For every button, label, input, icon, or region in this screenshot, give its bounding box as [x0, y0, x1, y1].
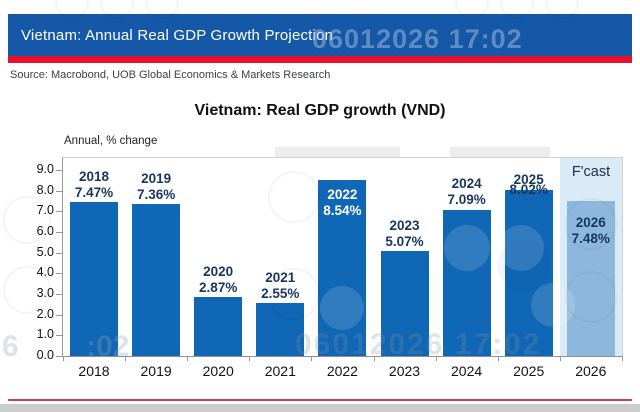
- bar-value-label: 2026 7.48%: [571, 215, 610, 247]
- y-tick-mark: [56, 190, 62, 192]
- report-header-title: Vietnam: Annual Real GDP Growth Projecti…: [21, 26, 334, 44]
- y-tick-mark: [56, 232, 62, 233]
- x-tick-mark: [311, 356, 312, 361]
- bar-value-label: 2019 7.36%: [136, 170, 176, 202]
- y-tick-label: 0.0: [36, 348, 54, 362]
- bar-2018: [70, 201, 118, 356]
- y-tick-label: 6.0: [36, 224, 54, 238]
- x-tick-mark: [187, 356, 188, 361]
- x-tick-label: 2024: [451, 363, 483, 379]
- plot-area: F'cast 9.0 8.0 7.0 6.0 5.0 4.0 3.0 2.0 1.0 0.0 201…: [37, 157, 623, 379]
- y-tick-label: 5.0: [36, 244, 54, 259]
- x-tick-mark: [249, 356, 250, 361]
- y-tick-label: 9.0: [36, 162, 54, 176]
- bottom-gray-strip: [0, 404, 640, 412]
- bar-2020: [194, 296, 243, 356]
- bar-value-label: 2018 7.47%: [74, 168, 114, 200]
- x-tick-mark: [436, 356, 437, 361]
- y-tick-mark: [56, 314, 62, 316]
- watermark-strip: [275, 147, 400, 157]
- x-tick-mark: [374, 356, 375, 361]
- bar-value-label: 2023 5.07%: [385, 218, 424, 250]
- y-tick-label: 3.0: [36, 286, 54, 300]
- bar-2021: [256, 303, 305, 356]
- bar-value-label: 2020 2.87%: [199, 263, 238, 295]
- y-tick-mark: [56, 170, 62, 171]
- y-tick-mark: [56, 252, 62, 254]
- x-tick-mark: [622, 356, 623, 361]
- x-tick-mark: [63, 356, 64, 361]
- x-tick-label: 2026: [575, 363, 607, 379]
- y-tick-label: 4.0: [36, 265, 54, 280]
- y-tick-label: 7.0: [36, 203, 54, 218]
- report-header-bar: Vietnam: Annual Real GDP Growth Projecti…: [8, 14, 632, 56]
- header-red-stripe: [8, 56, 632, 63]
- bar-year-label: 2025: [513, 172, 544, 188]
- bar-2022: [318, 179, 367, 356]
- x-tick-mark: [498, 356, 499, 361]
- y-tick-mark: [56, 273, 62, 275]
- bar-value-label: 8.02%: [509, 182, 548, 198]
- y-tick-label: 8.0: [36, 182, 54, 197]
- y-tick-mark: [56, 356, 62, 357]
- bar-value-label: 2024 7.09%: [447, 176, 486, 208]
- forecast-label: F'cast: [571, 164, 611, 180]
- bar-value-label: 2022 8.54%: [323, 186, 362, 218]
- y-tick-mark: [56, 294, 62, 295]
- y-tick-mark: [56, 335, 62, 337]
- x-tick-label: 2025: [513, 363, 545, 379]
- bar-2025: [504, 190, 553, 356]
- x-tick-label: 2019: [140, 363, 172, 379]
- bar-2023: [380, 251, 429, 356]
- axis-unit-note: Annual, % change: [64, 135, 158, 147]
- source-line: Source: Macrobond, UOB Global Economics …: [10, 69, 331, 81]
- x-tick-label: 2021: [264, 363, 296, 379]
- y-tick-mark: [56, 211, 62, 213]
- x-tick-label: 2023: [388, 363, 421, 379]
- bar-2019: [132, 203, 181, 356]
- watermark-strip: [450, 147, 550, 157]
- y-tick-label: 1.0: [36, 327, 54, 342]
- bottom-rule: [8, 399, 632, 401]
- x-tick-mark: [125, 356, 126, 361]
- x-tick-mark: [560, 356, 561, 361]
- bar-2026: [566, 201, 615, 356]
- bar-2024: [442, 209, 491, 356]
- chart-title: Vietnam: Real GDP growth (VND): [194, 102, 446, 119]
- x-tick-label: 2018: [78, 363, 110, 379]
- bar-value-label: 2021 2.55%: [261, 270, 300, 302]
- x-tick-label: 2020: [202, 363, 234, 379]
- y-tick-label: 2.0: [36, 306, 54, 321]
- x-tick-label: 2022: [326, 363, 358, 379]
